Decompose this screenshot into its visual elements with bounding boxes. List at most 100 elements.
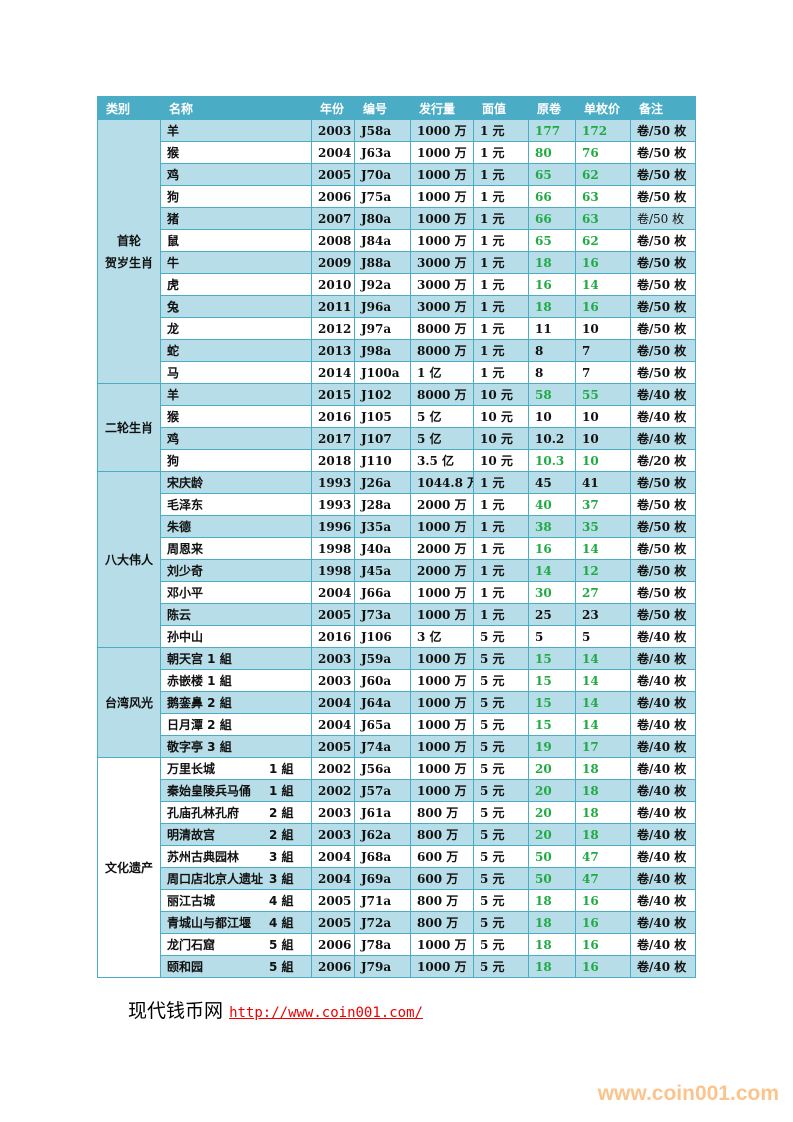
note-cell: 卷/50 枚 <box>630 229 696 252</box>
code-cell: J72a <box>354 911 411 934</box>
face-value-cell: 5 元 <box>473 955 529 978</box>
header-code: 编号 <box>354 96 411 120</box>
single-price-cell: 14 <box>575 537 631 560</box>
single-price-cell: 16 <box>575 889 631 912</box>
year-cell: 2004 <box>311 845 355 868</box>
code-cell: J88a <box>354 251 411 274</box>
roll-price-cell: 20 <box>528 823 576 846</box>
roll-price-cell: 45 <box>528 471 576 494</box>
coin-name: 孔庙孔林孔府 <box>167 806 240 820</box>
coin-name: 周口店北京人遗址 <box>167 872 264 886</box>
face-value-cell: 5 元 <box>473 911 529 934</box>
face-value-cell: 5 元 <box>473 735 529 758</box>
single-price-cell: 16 <box>575 933 631 956</box>
coin-name: 宋庆龄 <box>167 476 204 490</box>
year-cell: 2016 <box>311 405 355 428</box>
code-cell: J75a <box>354 185 411 208</box>
coin-name: 兔 <box>167 300 180 314</box>
single-price-cell: 10 <box>575 427 631 450</box>
roll-price-cell: 15 <box>528 669 576 692</box>
group-label: 1 組 <box>269 762 294 776</box>
name-cell: 日月潭 2 組 <box>160 713 312 736</box>
single-price-cell: 14 <box>575 669 631 692</box>
header-name: 名称 <box>160 96 312 120</box>
face-value-cell: 1 元 <box>473 581 529 604</box>
roll-price-cell: 58 <box>528 383 576 406</box>
coin-name: 鸡 <box>167 168 180 182</box>
roll-price-cell: 38 <box>528 515 576 538</box>
note-cell: 卷/50 枚 <box>630 119 696 142</box>
note-cell: 卷/40 枚 <box>630 647 696 670</box>
issue-cell: 600 万 <box>410 845 474 868</box>
issue-cell: 1044.8 万 <box>410 471 474 494</box>
single-price-cell: 7 <box>575 339 631 362</box>
issue-cell: 800 万 <box>410 823 474 846</box>
coin-name: 毛泽东 <box>167 498 204 512</box>
single-price-cell: 47 <box>575 845 631 868</box>
issue-cell: 1000 万 <box>410 735 474 758</box>
name-cell: 宋庆龄 <box>160 471 312 494</box>
coin-name: 鹅銮鼻 2 組 <box>167 696 232 710</box>
face-value-cell: 1 元 <box>473 119 529 142</box>
code-cell: J61a <box>354 801 411 824</box>
note-cell: 卷/50 枚 <box>630 185 696 208</box>
code-cell: J45a <box>354 559 411 582</box>
issue-cell: 2000 万 <box>410 537 474 560</box>
header-face-value: 面值 <box>473 96 529 120</box>
single-price-cell: 14 <box>575 713 631 736</box>
year-cell: 2012 <box>311 317 355 340</box>
roll-price-cell: 66 <box>528 185 576 208</box>
name-cell: 兔 <box>160 295 312 318</box>
site-link[interactable]: http://www.coin001.com/ <box>229 1005 423 1021</box>
table-header-row: 类别 名称 年份 编号 发行量 面值 原卷 单枚价 备注 <box>97 96 696 120</box>
code-cell: J70a <box>354 163 411 186</box>
issue-cell: 600 万 <box>410 867 474 890</box>
code-cell: J60a <box>354 669 411 692</box>
face-value-cell: 1 元 <box>473 317 529 340</box>
year-cell: 2013 <box>311 339 355 362</box>
coin-name: 日月潭 2 組 <box>167 718 232 732</box>
name-cell: 苏州古典园林 3 組 <box>160 845 312 868</box>
note-cell: 卷/40 枚 <box>630 405 696 428</box>
note-cell: 卷/50 枚 <box>630 603 696 626</box>
note-cell: 卷/40 枚 <box>630 779 696 802</box>
year-cell: 2018 <box>311 449 355 472</box>
note-cell: 卷/20 枚 <box>630 449 696 472</box>
issue-cell: 1000 万 <box>410 141 474 164</box>
year-cell: 2004 <box>311 867 355 890</box>
coin-name: 周恩来 <box>167 542 204 556</box>
year-cell: 2016 <box>311 625 355 648</box>
single-price-cell: 16 <box>575 955 631 978</box>
code-cell: J64a <box>354 691 411 714</box>
single-price-cell: 18 <box>575 823 631 846</box>
name-cell: 龙门石窟 5 組 <box>160 933 312 956</box>
face-value-cell: 1 元 <box>473 537 529 560</box>
issue-cell: 8000 万 <box>410 317 474 340</box>
coin-name: 青城山与都江堰 <box>167 916 252 930</box>
year-cell: 1993 <box>311 493 355 516</box>
roll-price-cell: 15 <box>528 691 576 714</box>
coin-name: 蛇 <box>167 344 180 358</box>
roll-price-cell: 18 <box>528 955 576 978</box>
coin-name: 牛 <box>167 256 180 270</box>
brand-watermark: www.coin001.com <box>597 1082 779 1105</box>
category-cell: 文化遗产 <box>97 757 161 978</box>
face-value-cell: 1 元 <box>473 273 529 296</box>
coin-name: 孙中山 <box>167 630 204 644</box>
code-cell: J92a <box>354 273 411 296</box>
single-price-cell: 16 <box>575 295 631 318</box>
note-cell: 卷/40 枚 <box>630 691 696 714</box>
note-cell: 卷/40 枚 <box>630 889 696 912</box>
coin-name: 刘少奇 <box>167 564 204 578</box>
year-cell: 2002 <box>311 757 355 780</box>
name-cell: 孔庙孔林孔府 2 組 <box>160 801 312 824</box>
name-cell: 羊 <box>160 119 312 142</box>
name-cell: 虎 <box>160 273 312 296</box>
code-cell: J79a <box>354 955 411 978</box>
